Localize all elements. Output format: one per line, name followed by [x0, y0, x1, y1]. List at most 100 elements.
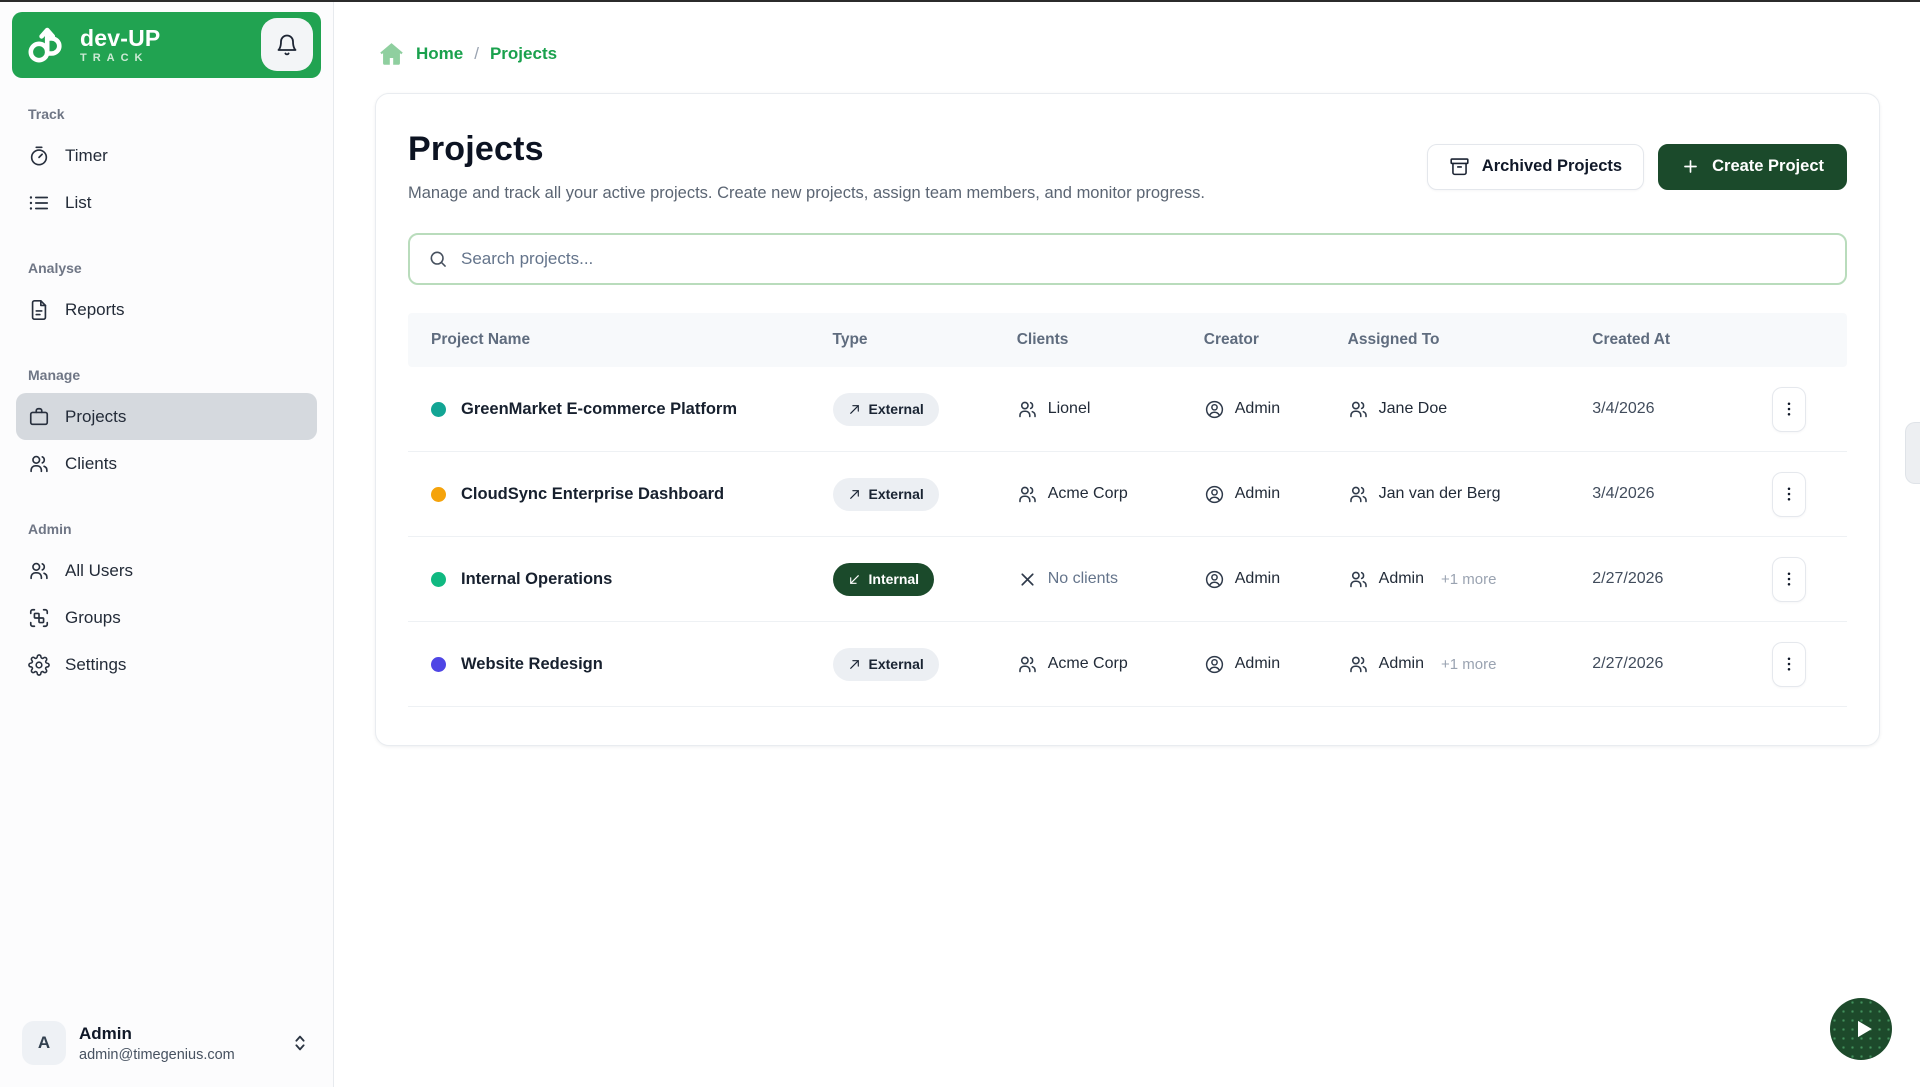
- sidebar-item-groups[interactable]: Groups: [16, 594, 317, 641]
- created-at-value: 3/4/2026: [1592, 485, 1655, 502]
- list-icon: [29, 195, 49, 210]
- chevrons-up-down-icon[interactable]: [289, 1032, 311, 1054]
- row-actions-button[interactable]: [1772, 556, 1807, 602]
- col-created-at: Created At: [1592, 331, 1671, 348]
- assigned-value: Admin: [1378, 570, 1424, 587]
- users-icon: [1349, 656, 1367, 672]
- search-input[interactable]: [461, 249, 1827, 269]
- row-actions-button[interactable]: [1772, 386, 1807, 432]
- assigned-more: +1 more: [1441, 655, 1497, 673]
- sidebar-item-label: List: [65, 192, 92, 212]
- window-top-edge: [0, 0, 1920, 2]
- breadcrumb-current[interactable]: Projects: [489, 43, 558, 63]
- users-icon: [1018, 486, 1036, 502]
- col-assigned-to: Assigned To: [1347, 331, 1440, 348]
- nav-section-admin: Admin: [28, 521, 72, 537]
- users-icon: [1349, 486, 1367, 502]
- page-subtitle: Manage and track all your active project…: [408, 184, 1205, 202]
- project-color-dot: [431, 401, 446, 417]
- plus-icon: [1684, 160, 1697, 173]
- user-circle-icon: [1205, 400, 1223, 418]
- type-badge: External: [832, 477, 939, 511]
- report-icon: [31, 299, 47, 320]
- assigned-value: Jan van der Berg: [1378, 485, 1501, 502]
- row-actions-button[interactable]: [1772, 641, 1807, 687]
- table-header: Project Name Type Clients Creator Assign…: [408, 313, 1847, 367]
- project-color-dot: [431, 571, 446, 587]
- breadcrumb: Home / Projects: [378, 40, 1920, 67]
- sidebar-item-settings[interactable]: Settings: [16, 641, 317, 688]
- users-icon: [1349, 401, 1367, 417]
- table-row[interactable]: CloudSync Enterprise Dashboard External: [408, 452, 1847, 537]
- project-name: Website Redesign: [461, 654, 603, 673]
- clients-value: Acme Corp: [1047, 655, 1128, 672]
- internal-arrow-icon: [849, 574, 859, 584]
- project-name: CloudSync Enterprise Dashboard: [461, 484, 725, 503]
- kebab-icon: [1788, 657, 1791, 671]
- projects-card: Projects Manage and track all your activ…: [375, 93, 1880, 746]
- table-row[interactable]: Internal Operations Internal: [408, 537, 1847, 622]
- sidebar-item-all-users[interactable]: All Users: [16, 547, 317, 594]
- project-color-dot: [431, 656, 446, 672]
- sidebar-item-label: Timer: [65, 145, 108, 165]
- table-body: GreenMarket E-commerce Platform External: [408, 367, 1847, 707]
- project-name: GreenMarket E-commerce Platform: [461, 399, 738, 418]
- sidebar-item-list[interactable]: List: [16, 179, 317, 226]
- external-arrow-icon: [849, 404, 859, 414]
- nav-section-track: Track: [28, 106, 65, 122]
- sidebar-item-label: Settings: [65, 654, 127, 674]
- created-at-value: 3/4/2026: [1592, 400, 1655, 417]
- avatar: A: [22, 1021, 66, 1065]
- users-icon: [30, 562, 48, 579]
- kebab-icon: [1788, 572, 1791, 586]
- sidebar-item-label: Projects: [65, 406, 127, 426]
- users-icon: [1018, 656, 1036, 672]
- app-logo[interactable]: dev-UP TRACK: [12, 12, 321, 78]
- sidebar-item-label: Reports: [65, 299, 125, 319]
- briefcase-icon: [29, 407, 49, 425]
- play-icon: [1858, 1020, 1872, 1038]
- col-clients: Clients: [1016, 331, 1069, 348]
- group-icon: [29, 608, 49, 627]
- notifications-button[interactable]: [261, 18, 313, 71]
- gear-icon: [28, 653, 50, 676]
- created-at-value: 2/27/2026: [1592, 570, 1664, 587]
- edge-scroll-handle[interactable]: [1905, 422, 1920, 484]
- sidebar-item-projects[interactable]: Projects: [16, 393, 317, 440]
- archived-projects-button[interactable]: Archived Projects: [1426, 143, 1645, 190]
- user-menu[interactable]: A Admin admin@timegenius.com: [12, 1005, 321, 1087]
- sidebar-item-label: Groups: [65, 607, 121, 627]
- home-icon[interactable]: [378, 40, 405, 67]
- type-badge: External: [832, 392, 939, 426]
- external-arrow-icon: [849, 489, 859, 499]
- col-project-name: Project Name: [431, 331, 531, 348]
- sidebar: dev-UP TRACK Track Timer List Analyse Re…: [0, 0, 334, 1087]
- sidebar-item-clients[interactable]: Clients: [16, 440, 317, 487]
- app-title: dev-UP: [80, 25, 161, 51]
- create-project-button[interactable]: Create Project: [1658, 143, 1847, 190]
- sidebar-nav: Track Timer List Analyse Reports Manage …: [12, 78, 321, 688]
- start-timer-fab[interactable]: [1830, 998, 1892, 1060]
- user-email: admin@timegenius.com: [79, 1046, 235, 1063]
- user-circle-icon: [1205, 655, 1223, 673]
- creator-value: Admin: [1234, 400, 1281, 417]
- archive-icon: [1450, 158, 1469, 176]
- breadcrumb-home[interactable]: Home: [416, 43, 464, 63]
- timer-icon: [30, 145, 48, 166]
- sidebar-item-reports[interactable]: Reports: [16, 286, 317, 333]
- table-row[interactable]: GreenMarket E-commerce Platform External: [408, 367, 1847, 452]
- creator-value: Admin: [1234, 485, 1281, 502]
- bell-icon: [277, 34, 297, 55]
- devup-logo-mark-icon: [28, 27, 62, 63]
- users-icon: [1018, 401, 1036, 417]
- creator-value: Admin: [1234, 570, 1281, 587]
- app-subtitle: TRACK: [80, 52, 149, 64]
- assigned-value: Admin: [1378, 655, 1424, 672]
- external-arrow-icon: [849, 659, 859, 669]
- sidebar-item-timer[interactable]: Timer: [16, 132, 317, 179]
- row-actions-button[interactable]: [1772, 471, 1807, 517]
- col-type: Type: [832, 331, 868, 348]
- table-row[interactable]: Website Redesign External: [408, 622, 1847, 707]
- project-color-dot: [431, 486, 446, 502]
